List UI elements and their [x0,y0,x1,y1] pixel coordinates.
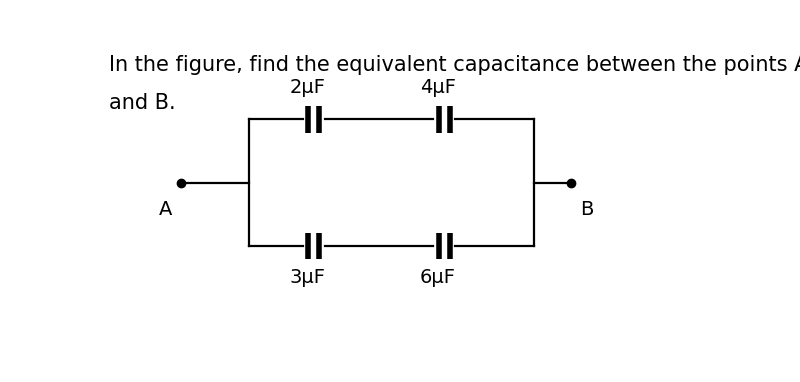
Text: 6μF: 6μF [420,268,456,287]
Text: and B.: and B. [110,93,176,113]
Text: 3μF: 3μF [290,268,326,287]
Text: A: A [158,200,172,219]
Text: B: B [580,200,594,219]
Text: In the figure, find the equivalent capacitance between the points A: In the figure, find the equivalent capac… [110,55,800,74]
Text: 4μF: 4μF [420,78,456,97]
Text: 2μF: 2μF [290,78,326,97]
